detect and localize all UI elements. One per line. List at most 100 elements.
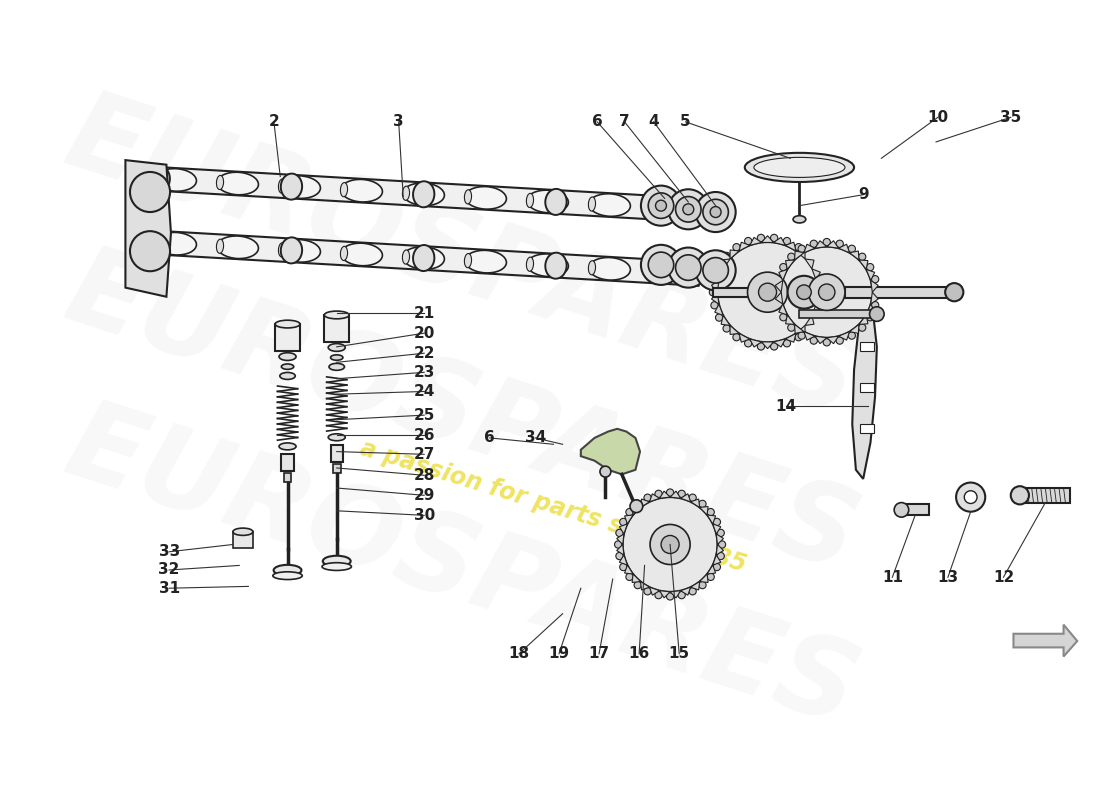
Polygon shape (761, 236, 773, 242)
Ellipse shape (148, 166, 169, 192)
Ellipse shape (527, 257, 534, 271)
Polygon shape (649, 587, 660, 595)
Polygon shape (716, 545, 724, 555)
Ellipse shape (754, 158, 845, 178)
Polygon shape (827, 336, 838, 344)
Circle shape (894, 502, 909, 517)
Circle shape (759, 283, 777, 302)
Circle shape (648, 252, 673, 278)
Text: 13: 13 (937, 570, 958, 585)
Circle shape (711, 275, 718, 282)
Text: 2: 2 (268, 114, 279, 130)
Polygon shape (779, 304, 788, 315)
Ellipse shape (464, 254, 472, 268)
Text: 26: 26 (414, 428, 435, 442)
Bar (859, 424, 874, 434)
Circle shape (626, 509, 634, 516)
Circle shape (717, 530, 724, 537)
Circle shape (634, 500, 641, 507)
Ellipse shape (546, 189, 566, 215)
Polygon shape (712, 292, 719, 304)
Circle shape (600, 466, 610, 477)
Ellipse shape (322, 562, 351, 570)
Circle shape (796, 285, 812, 299)
Ellipse shape (328, 434, 345, 441)
Polygon shape (804, 332, 815, 340)
Circle shape (770, 342, 778, 350)
Text: 35: 35 (1000, 110, 1022, 125)
Bar (275, 324, 300, 351)
Circle shape (817, 302, 824, 309)
Text: 7: 7 (619, 114, 630, 130)
Circle shape (723, 325, 730, 332)
Ellipse shape (154, 235, 162, 250)
Text: 6: 6 (592, 114, 603, 130)
Polygon shape (871, 281, 878, 292)
Polygon shape (712, 280, 719, 292)
Bar (284, 473, 292, 482)
Circle shape (648, 193, 673, 218)
Circle shape (661, 535, 679, 554)
Ellipse shape (322, 556, 351, 566)
Ellipse shape (282, 364, 294, 370)
Ellipse shape (278, 179, 286, 193)
Text: EUROSPARES: EUROSPARES (54, 237, 871, 594)
Circle shape (956, 482, 986, 512)
Polygon shape (796, 250, 805, 259)
Circle shape (799, 245, 805, 253)
Bar (800, 310, 872, 318)
Polygon shape (713, 524, 721, 534)
Ellipse shape (275, 320, 300, 328)
Circle shape (817, 275, 824, 282)
Circle shape (788, 276, 821, 309)
Circle shape (848, 245, 856, 253)
Ellipse shape (341, 179, 383, 202)
Circle shape (733, 334, 740, 341)
Ellipse shape (154, 172, 162, 186)
Ellipse shape (464, 190, 472, 204)
Polygon shape (852, 288, 877, 479)
Text: 27: 27 (414, 447, 435, 462)
Circle shape (130, 172, 170, 212)
Ellipse shape (403, 250, 409, 264)
Circle shape (641, 245, 681, 285)
Polygon shape (812, 304, 821, 315)
Ellipse shape (279, 373, 295, 379)
Circle shape (733, 243, 740, 251)
Circle shape (773, 289, 780, 296)
Ellipse shape (233, 528, 253, 535)
Polygon shape (617, 545, 624, 555)
Circle shape (810, 337, 817, 344)
Polygon shape (871, 292, 878, 304)
Text: 5: 5 (680, 114, 691, 130)
Circle shape (808, 274, 845, 310)
Text: 4: 4 (648, 114, 659, 130)
Polygon shape (794, 324, 804, 334)
Bar (845, 286, 955, 298)
Ellipse shape (678, 260, 698, 286)
Circle shape (707, 574, 714, 581)
Polygon shape (794, 251, 804, 260)
Circle shape (713, 563, 721, 570)
Circle shape (634, 582, 641, 589)
Polygon shape (632, 574, 640, 582)
Ellipse shape (588, 197, 595, 211)
Polygon shape (785, 334, 796, 342)
Circle shape (873, 289, 880, 296)
Circle shape (678, 591, 685, 598)
Circle shape (644, 588, 651, 595)
Circle shape (780, 314, 786, 321)
Polygon shape (785, 242, 796, 251)
Polygon shape (750, 238, 761, 246)
Circle shape (867, 263, 873, 270)
Polygon shape (632, 506, 640, 515)
Polygon shape (640, 582, 649, 590)
Ellipse shape (465, 186, 506, 209)
Polygon shape (147, 166, 700, 222)
Circle shape (781, 246, 872, 338)
Circle shape (715, 263, 723, 270)
Polygon shape (619, 524, 627, 534)
Text: 23: 23 (414, 365, 435, 380)
Circle shape (812, 263, 820, 270)
Polygon shape (625, 565, 634, 574)
